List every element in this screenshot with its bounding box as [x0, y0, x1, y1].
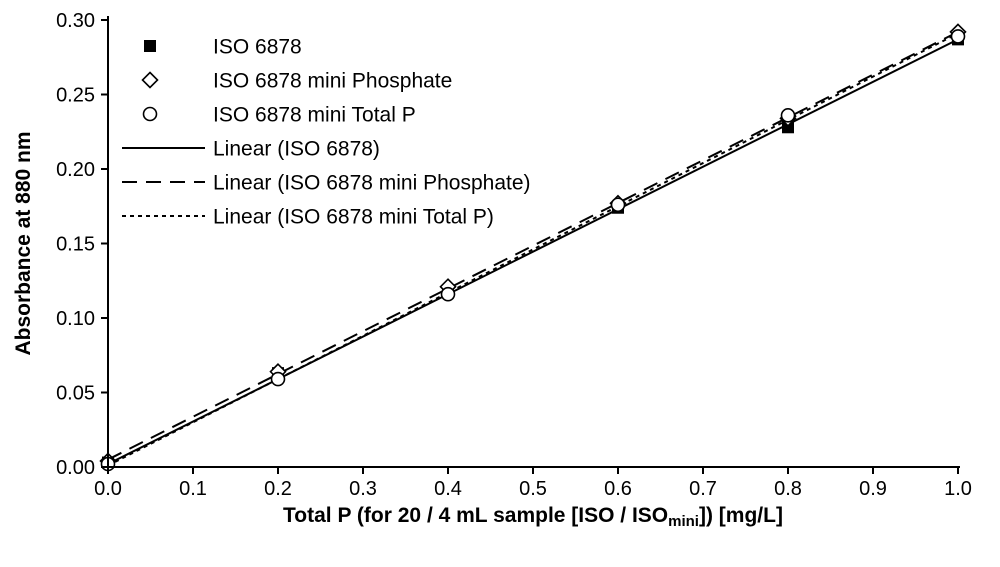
legend-item: Linear (ISO 6878): [122, 137, 380, 160]
y-tick-label: 0.30: [56, 10, 95, 32]
legend-label: ISO 6878: [213, 35, 302, 58]
legend-item: Linear (ISO 6878 mini Phosphate): [122, 171, 531, 194]
x-tick-label: 0.9: [859, 478, 887, 500]
x-tick-label: 0.5: [519, 478, 547, 500]
legend-label: ISO 6878 mini Total P: [213, 103, 416, 126]
y-tick-label: 0.10: [56, 308, 95, 330]
y-tick-label: 0.25: [56, 85, 95, 107]
legend-item: ISO 6878 mini Total P: [142, 103, 416, 126]
legend-label: Linear (ISO 6878 mini Phosphate): [213, 171, 531, 194]
x-tick-label: 1.0: [944, 478, 972, 500]
legend-label: Linear (ISO 6878 mini Total P): [213, 205, 494, 228]
x-axis-title: Total P (for 20 / 4 mL sample [ISO / ISO…: [283, 504, 783, 530]
series-2-marker: [440, 286, 456, 302]
y-tick-label: 0.05: [56, 383, 95, 405]
legend-item: Linear (ISO 6878 mini Total P): [122, 205, 494, 228]
series-2-marker: [950, 29, 966, 44]
legend-label: Linear (ISO 6878): [213, 137, 380, 160]
legend-label: ISO 6878 mini Phosphate: [213, 69, 452, 92]
x-tick-label: 0.6: [604, 478, 632, 500]
x-tick-label: 0.1: [179, 478, 207, 500]
series-0-marker: [782, 121, 794, 134]
x-tick-label: 0.3: [349, 478, 377, 500]
fit-line-0: [107, 38, 959, 465]
x-tick-label: 0.2: [264, 478, 292, 500]
fit-line-1: [107, 31, 959, 461]
series-2-marker: [610, 197, 626, 213]
series-2-marker: [270, 371, 286, 387]
legend-marker-filled-square-icon: [144, 40, 156, 52]
y-tick-label: 0.20: [56, 159, 95, 181]
x-tick-label: 0.8: [774, 478, 802, 500]
x-tick-label: 0.4: [434, 478, 462, 500]
y-tick-label: 0.15: [56, 234, 95, 256]
x-tick-label: 0.0: [94, 478, 122, 500]
y-tick-label: 0.00: [56, 457, 95, 479]
series-2-marker: [780, 108, 796, 123]
legend-item: ISO 6878: [144, 35, 302, 58]
legend-marker-open-circle-icon: [142, 106, 158, 122]
y-axis-title: Absorbance at 880 nm: [12, 131, 35, 355]
x-tick-label: 0.7: [689, 478, 717, 500]
legend-marker-open-diamond-icon: [141, 71, 159, 89]
fit-line-2: [107, 32, 959, 467]
legend-item: ISO 6878 mini Phosphate: [141, 69, 452, 92]
